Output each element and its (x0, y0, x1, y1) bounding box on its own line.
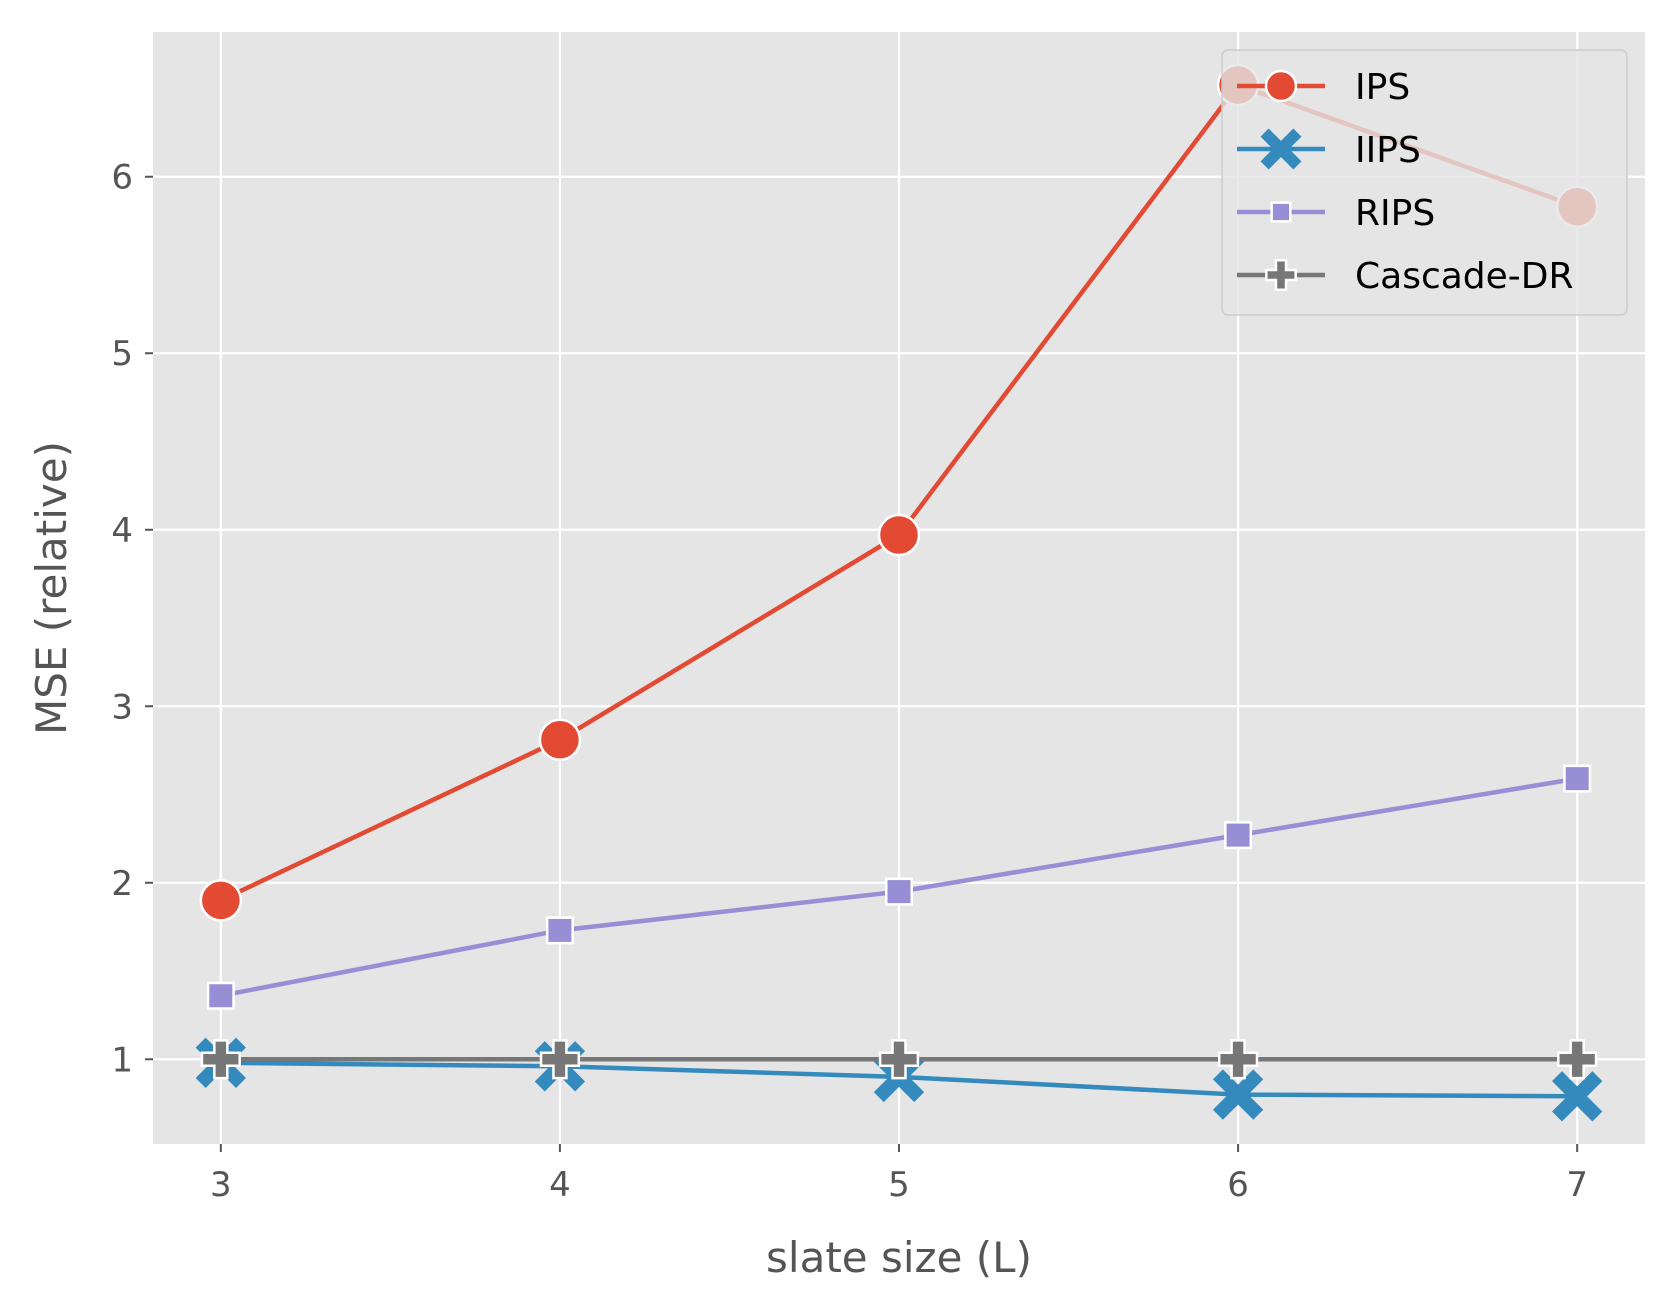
data-point-iips (1552, 1071, 1603, 1122)
data-point-rips (545, 916, 574, 945)
x-tick-label: 4 (549, 1165, 571, 1205)
data-point-rips (1563, 764, 1592, 793)
y-tick-label: 3 (111, 687, 133, 727)
x-axis: 3 4 5 6 7 (210, 1144, 1588, 1205)
y-tick-label: 5 (111, 334, 133, 374)
data-point-ips (877, 513, 921, 557)
data-point-ips (199, 879, 243, 922)
data-point-cascade-dr (539, 1039, 581, 1080)
data-point-cascade-dr (1217, 1039, 1259, 1080)
legend-item-rips: RIPS (1237, 193, 1435, 234)
x-tick-label: 7 (1566, 1165, 1588, 1205)
data-point-ips (538, 718, 582, 762)
legend: IPS IIPS RIPS Cascade-DR (1221, 49, 1628, 316)
legend-label-cascade-dr: Cascade-DR (1355, 256, 1574, 297)
legend-label-iips: IIPS (1355, 130, 1421, 171)
legend-marker-cascade-dr (1265, 259, 1297, 291)
data-point-cascade-dr (1557, 1039, 1598, 1080)
data-point-rips (1224, 821, 1253, 850)
legend-item-ips: IPS (1237, 67, 1410, 108)
legend-item-iips: IIPS (1237, 128, 1421, 171)
data-point-rips (206, 981, 235, 1010)
x-tick-label: 5 (888, 1165, 910, 1205)
legend-marker-iips (1260, 128, 1302, 170)
y-axis-title: MSE (relative) (27, 441, 76, 735)
legend-item-cascade-dr: Cascade-DR (1237, 256, 1574, 297)
legend-marker-rips (1270, 201, 1292, 223)
legend-marker-ips (1264, 69, 1298, 103)
legend-label-rips: RIPS (1355, 193, 1435, 234)
data-point-cascade-dr (878, 1039, 920, 1080)
legend-label-ips: IPS (1355, 67, 1410, 108)
x-tick-label: 3 (210, 1165, 232, 1205)
data-point-iips (1212, 1069, 1264, 1120)
legend-box (1221, 49, 1628, 316)
x-tick-label: 6 (1227, 1165, 1249, 1205)
y-tick-label: 2 (111, 864, 133, 904)
y-tick-label: 6 (111, 158, 133, 198)
y-tick-label: 4 (111, 511, 133, 551)
y-axis: 1 2 3 4 5 6 (111, 158, 153, 1080)
data-point-cascade-dr (200, 1039, 241, 1080)
series-cascade-dr (200, 1039, 1598, 1080)
y-tick-label: 1 (111, 1040, 133, 1080)
x-axis-title: slate size (L) (766, 1233, 1032, 1282)
series-rips (206, 764, 1592, 1010)
data-point-rips (885, 877, 913, 906)
